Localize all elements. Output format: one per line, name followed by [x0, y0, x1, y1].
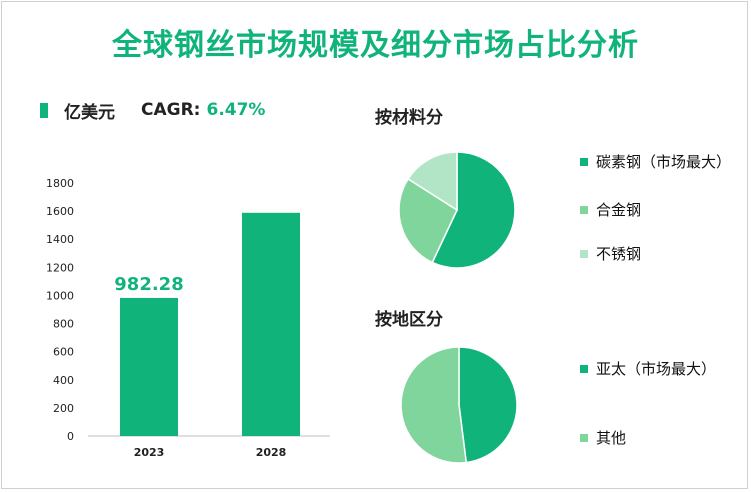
- pie-legend-item: 其他: [580, 427, 626, 448]
- y-tick-label: 1200: [46, 261, 74, 274]
- legend-swatch: [40, 102, 48, 118]
- legend-swatch: [580, 249, 588, 258]
- pie-chart-material: [398, 151, 516, 269]
- pie-legend-label: 碳素钢（市场最大）: [596, 153, 732, 171]
- y-tick-label: 1600: [46, 205, 74, 218]
- pie-legend-label: 亚太（市场最大）: [596, 360, 717, 378]
- page-title: 全球钢丝市场规模及细分市场占比分析: [112, 28, 639, 63]
- cagr-value: 6.47%: [206, 100, 266, 120]
- pie-title-region: 按地区分: [375, 310, 443, 330]
- bar-2028: [242, 212, 300, 436]
- pie-legend-label: 不锈钢: [596, 245, 642, 263]
- legend-swatch: [580, 205, 588, 214]
- pie-legend-item: 亚太（市场最大）: [580, 358, 716, 379]
- pie-legend-item: 合金钢: [580, 199, 641, 220]
- legend-swatch: [580, 364, 588, 373]
- cagr-label: CAGR:: [141, 100, 201, 120]
- y-tick-label: 1800: [46, 177, 74, 190]
- y-tick-label: 0: [67, 430, 74, 443]
- y-tick-label: 400: [53, 374, 74, 387]
- bar-legend: 亿美元 CAGR: 6.47%: [40, 98, 266, 123]
- bar-data-label: 982.28: [114, 274, 183, 295]
- pie-legend-label: 合金钢: [596, 201, 642, 219]
- x-tick-label: 2028: [256, 446, 287, 459]
- pie-slice: [400, 346, 468, 464]
- y-tick-label: 1000: [46, 289, 74, 302]
- y-tick-label: 800: [53, 318, 74, 331]
- pie-legend-item: 碳素钢（市场最大）: [580, 151, 731, 172]
- y-tick-label: 200: [53, 402, 74, 415]
- y-tick-label: 1400: [46, 233, 74, 246]
- pie-slice: [406, 151, 458, 212]
- pie-legend-item: 不锈钢: [580, 243, 641, 264]
- unit-label: 亿美元: [64, 102, 115, 123]
- pie-slice: [431, 151, 516, 269]
- pie-title-material: 按材料分: [375, 108, 443, 128]
- x-tick-label: 2023: [134, 446, 165, 459]
- pie-legend-label: 其他: [596, 429, 627, 447]
- legend-swatch: [580, 157, 588, 166]
- legend-swatch: [580, 433, 588, 442]
- pie-slice: [398, 177, 458, 264]
- pie-slice: [458, 346, 518, 464]
- pie-chart-region: [400, 346, 518, 464]
- bar-2023: [120, 297, 178, 436]
- y-tick-label: 600: [53, 346, 74, 359]
- bar-chart: 0 200 400 600 800 1000 1200 1400 1600 1800 2023 982…: [46, 177, 330, 459]
